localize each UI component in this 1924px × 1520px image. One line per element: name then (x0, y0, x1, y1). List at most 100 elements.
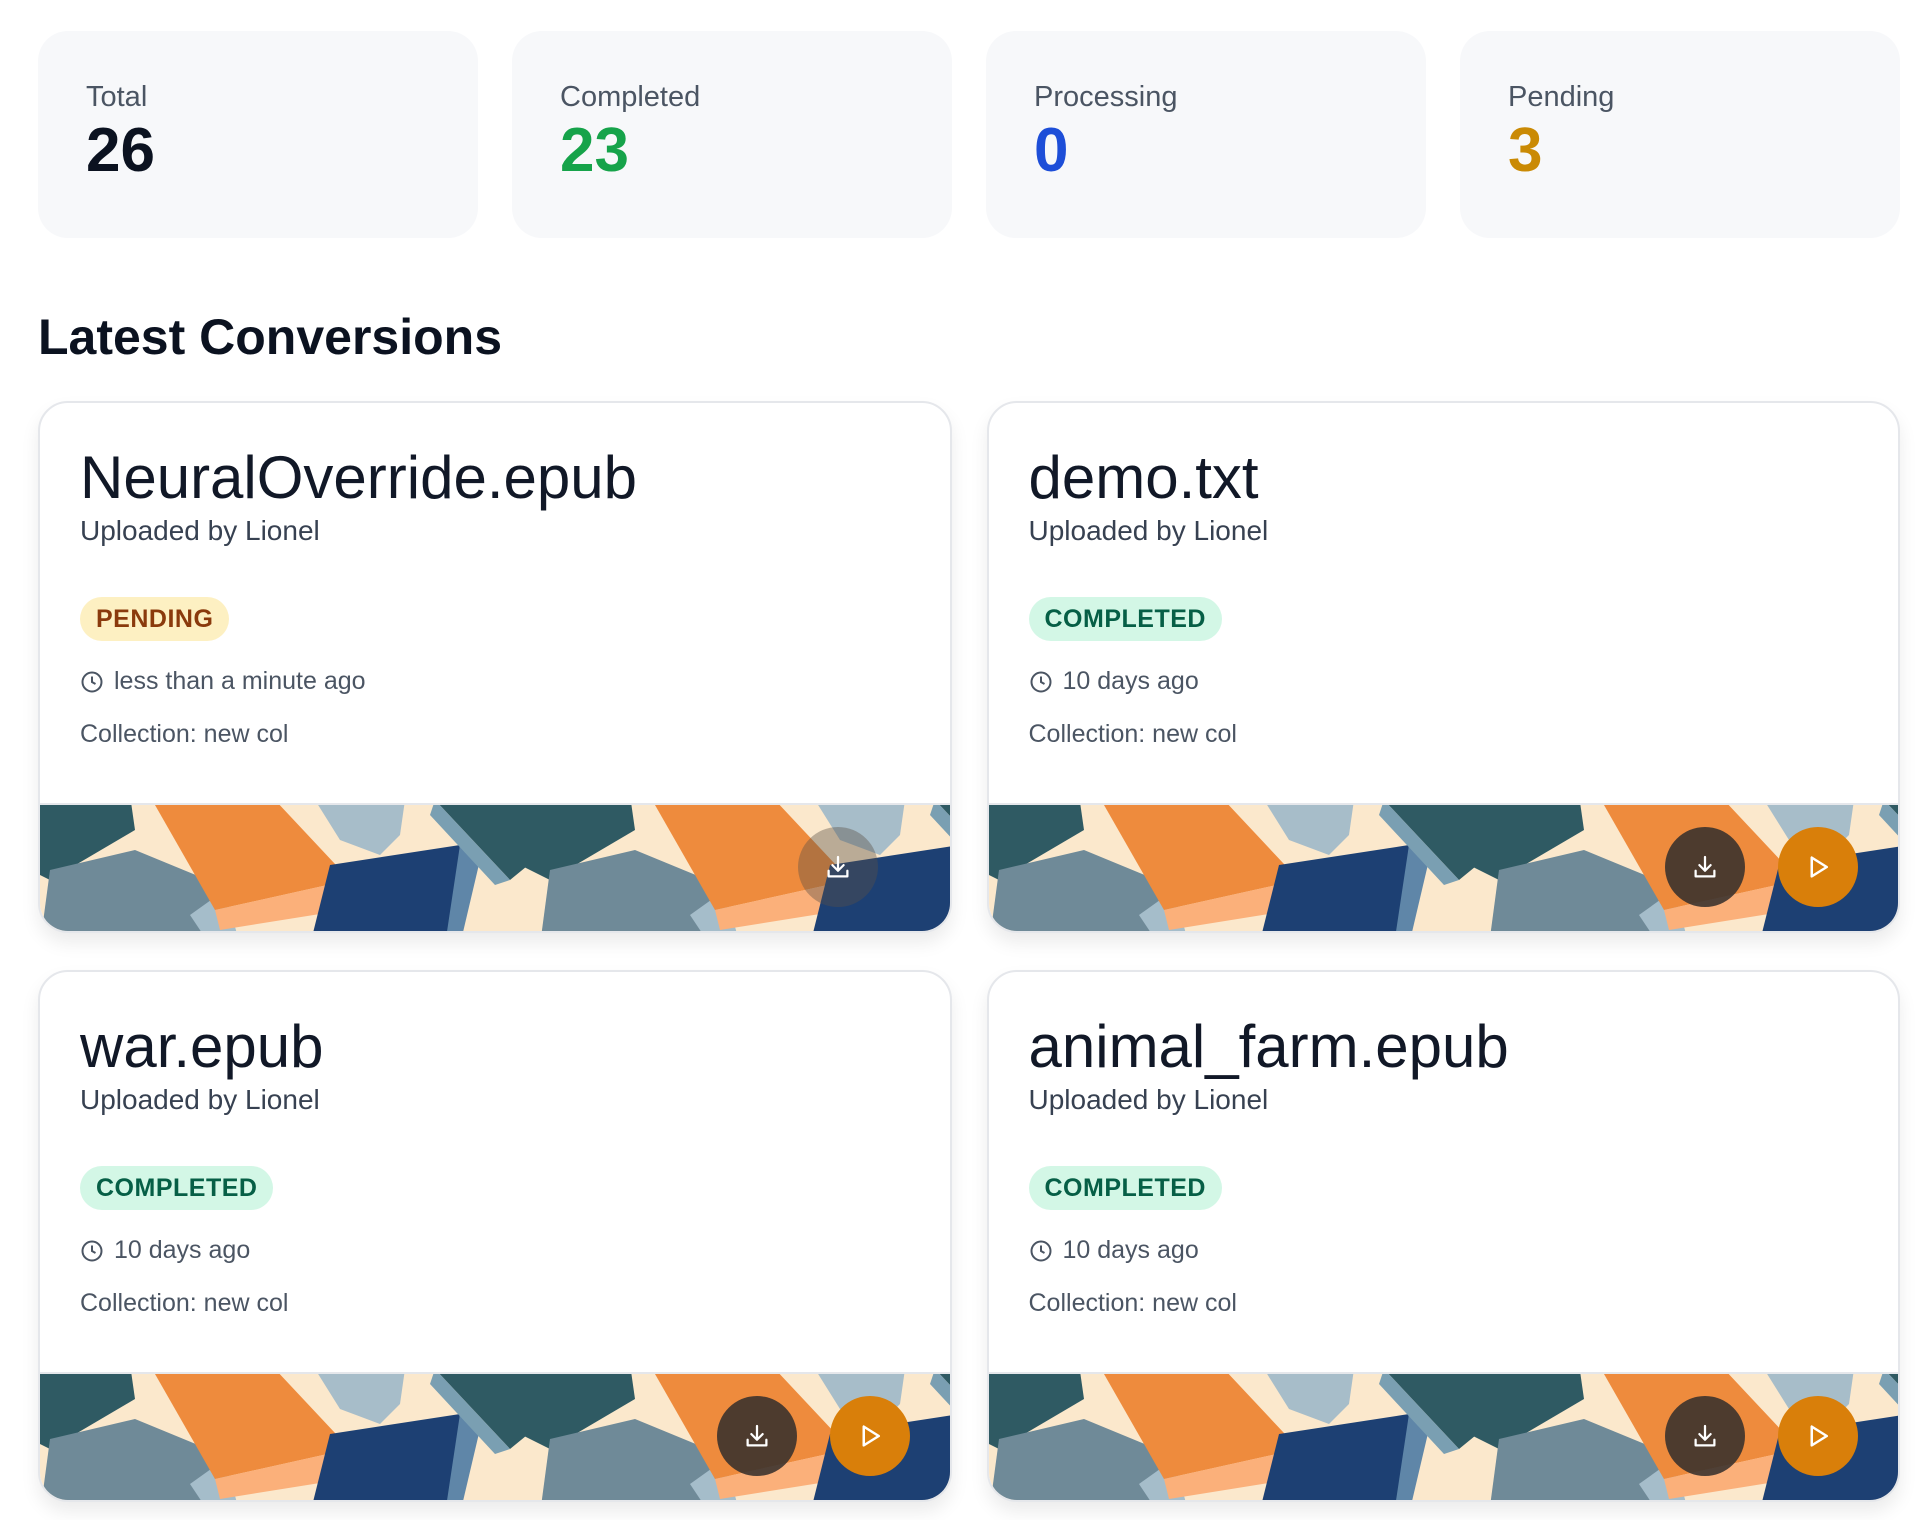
book-shape (715, 880, 850, 930)
play-button[interactable] (829, 1396, 910, 1476)
clock-icon (1029, 1239, 1053, 1263)
book-shape (1895, 914, 1899, 931)
book-shape (655, 805, 850, 910)
book-shape (1468, 805, 1584, 880)
conversion-card[interactable]: demo.txt Uploaded by Lionel COMPLETED 10 da… (986, 401, 1900, 933)
download-icon (823, 852, 853, 882)
book-shape (1266, 805, 1353, 855)
stats-row: Total 26 Completed 23 Processing 0 Pending 3 (38, 31, 1900, 238)
book-shape (988, 1374, 1084, 1449)
book-shape (1266, 1374, 1353, 1424)
stat-value: 0 (1034, 116, 1069, 185)
book-shape (447, 845, 480, 931)
book-shape (215, 1449, 350, 1499)
book-shape (1163, 880, 1299, 930)
play-icon (1803, 1421, 1833, 1451)
clock-icon (1029, 670, 1053, 694)
book-shape (318, 805, 405, 855)
book-shape (715, 1449, 850, 1499)
stat-value: 23 (560, 116, 629, 185)
book-shape (930, 805, 950, 837)
book-shape (1395, 1414, 1429, 1500)
timestamp: less than a minute ago (114, 667, 366, 695)
status-badge: PENDING (80, 597, 230, 641)
book-shape (1490, 1419, 1677, 1500)
book-shape (430, 1374, 510, 1454)
stat-label: Total (86, 81, 148, 113)
book-shape (520, 805, 635, 880)
status-badge: COMPLETED (80, 1166, 274, 1210)
book-shape (1163, 1449, 1299, 1499)
file-title: NeuralOverride.epub (80, 444, 637, 511)
book-shape (1395, 845, 1429, 931)
book-shape (541, 1419, 728, 1500)
stat-label: Processing (1034, 81, 1178, 113)
book-shape (318, 1374, 405, 1424)
book-shape (430, 805, 510, 885)
play-icon (855, 1421, 885, 1451)
book-shape (1378, 1374, 1459, 1454)
book-shape (40, 805, 135, 880)
uploaded-by: Uploaded by Lionel (80, 1084, 320, 1115)
book-shape (1262, 845, 1409, 931)
stat-card-total: Total 26 (38, 31, 478, 238)
download-icon (1690, 1421, 1720, 1451)
file-title: war.epub (80, 1013, 324, 1080)
book-shape (313, 845, 460, 931)
book-shape (1895, 1483, 1899, 1500)
book-shape (1103, 805, 1299, 910)
download-button[interactable] (716, 1396, 797, 1476)
conversion-card[interactable]: NeuralOverride.epub Uploaded by Lionel PEN… (38, 401, 952, 933)
play-button[interactable] (1778, 827, 1858, 907)
book-shape (447, 1414, 480, 1500)
book-shape (541, 850, 728, 931)
stat-label: Completed (560, 81, 701, 113)
section-title: Latest Conversions (38, 309, 503, 365)
collection: Collection: new col (80, 720, 289, 748)
book-shape (990, 1419, 1177, 1500)
uploaded-by: Uploaded by Lionel (80, 515, 320, 546)
play-button[interactable] (1778, 1396, 1858, 1476)
cover-banner (40, 1372, 950, 1500)
download-button[interactable] (1665, 1396, 1745, 1476)
collection: Collection: new col (1028, 1289, 1237, 1317)
download-button[interactable] (797, 827, 878, 907)
book-shape (155, 1374, 350, 1479)
books-pattern (988, 805, 1899, 931)
status-badge: COMPLETED (1028, 597, 1222, 641)
book-shape (1663, 880, 1799, 930)
book-shape (1262, 1414, 1409, 1500)
file-title: demo.txt (1028, 444, 1259, 511)
books-pattern (40, 1374, 950, 1500)
book-shape (155, 805, 350, 910)
stat-value: 26 (86, 116, 155, 185)
collection: Collection: new col (80, 1289, 289, 1317)
download-icon (742, 1421, 772, 1451)
download-icon (1690, 852, 1720, 882)
play-icon (1803, 852, 1833, 882)
timestamp: 10 days ago (1062, 1236, 1199, 1264)
books-pattern (988, 1374, 1899, 1500)
book-shape (988, 805, 1084, 880)
book-shape (40, 1374, 135, 1449)
stat-card-completed: Completed 23 (512, 31, 952, 238)
books-pattern (40, 805, 950, 931)
conversion-card[interactable]: war.epub Uploaded by Lionel COMPLETED 10 da… (38, 970, 952, 1502)
cover-banner (40, 803, 950, 931)
book-shape (818, 805, 905, 855)
clock-icon (80, 1239, 104, 1263)
download-button[interactable] (1665, 827, 1745, 907)
status-badge: COMPLETED (1028, 1166, 1222, 1210)
book-shape (1663, 1449, 1799, 1499)
file-title: animal_farm.epub (1028, 1013, 1509, 1080)
book-shape (1103, 1374, 1299, 1479)
book-shape (313, 1414, 460, 1500)
book-shape (1878, 805, 1899, 837)
book-shape (1378, 805, 1459, 885)
cover-banner (988, 1372, 1899, 1500)
conversion-card[interactable]: animal_farm.epub Uploaded by Lionel COMPLE… (986, 970, 1900, 1502)
book-shape (1490, 850, 1677, 931)
stat-label: Pending (1508, 81, 1615, 113)
book-shape (41, 1419, 228, 1500)
book-shape (990, 850, 1177, 931)
